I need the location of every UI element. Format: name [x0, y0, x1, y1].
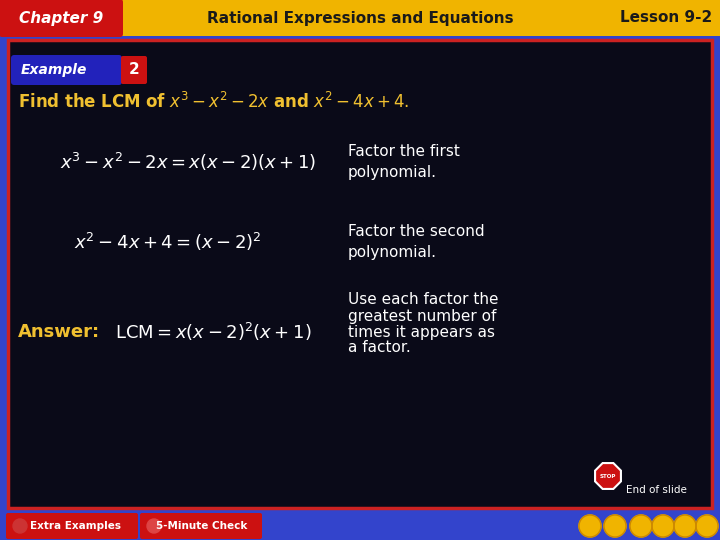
Circle shape — [674, 515, 696, 537]
Text: $\mathbf{Find\ the\ LCM\ of}\ x^3 - x^2 - 2x\ \mathbf{and}\ x^2 - 4x + 4.$: $\mathbf{Find\ the\ LCM\ of}\ x^3 - x^2 … — [18, 92, 410, 112]
FancyBboxPatch shape — [140, 513, 262, 539]
Text: Factor the second: Factor the second — [348, 225, 485, 240]
Text: End of slide: End of slide — [626, 485, 687, 495]
Circle shape — [696, 515, 718, 537]
Text: Extra Examples: Extra Examples — [30, 521, 120, 531]
FancyBboxPatch shape — [121, 56, 147, 84]
Text: $x^2 - 4x + 4 = (x - 2)^2$: $x^2 - 4x + 4 = (x - 2)^2$ — [74, 231, 262, 253]
Text: Answer:: Answer: — [18, 323, 100, 341]
Bar — [0, 512, 720, 540]
Text: Rational Expressions and Equations: Rational Expressions and Equations — [207, 10, 513, 25]
Circle shape — [13, 519, 27, 533]
Text: Lesson 9-2: Lesson 9-2 — [620, 10, 712, 25]
Text: greatest number of: greatest number of — [348, 308, 496, 323]
Bar — [0, 0, 720, 36]
Text: polynomial.: polynomial. — [348, 165, 437, 179]
Text: Use each factor the: Use each factor the — [348, 293, 498, 307]
Circle shape — [630, 515, 652, 537]
Text: polynomial.: polynomial. — [348, 245, 437, 260]
Polygon shape — [595, 463, 621, 489]
Circle shape — [579, 515, 601, 537]
Text: 5-Minute Check: 5-Minute Check — [156, 521, 248, 531]
Circle shape — [604, 515, 626, 537]
Text: Factor the first: Factor the first — [348, 145, 460, 159]
Text: $\mathrm{LCM} = x(x - 2)^2(x + 1)$: $\mathrm{LCM} = x(x - 2)^2(x + 1)$ — [114, 321, 311, 343]
Text: times it appears as: times it appears as — [348, 325, 495, 340]
Text: a factor.: a factor. — [348, 341, 410, 355]
FancyBboxPatch shape — [6, 513, 138, 539]
Circle shape — [147, 519, 161, 533]
FancyBboxPatch shape — [11, 55, 122, 85]
Text: 2: 2 — [129, 63, 140, 78]
Text: $x^3 - x^2 - 2x = x(x - 2)(x + 1)$: $x^3 - x^2 - 2x = x(x - 2)(x + 1)$ — [60, 151, 316, 173]
Text: Chapter 9: Chapter 9 — [19, 10, 103, 25]
Text: Example: Example — [21, 63, 87, 77]
FancyBboxPatch shape — [0, 0, 123, 37]
FancyBboxPatch shape — [8, 40, 712, 508]
Circle shape — [652, 515, 674, 537]
Text: STOP: STOP — [600, 474, 616, 478]
